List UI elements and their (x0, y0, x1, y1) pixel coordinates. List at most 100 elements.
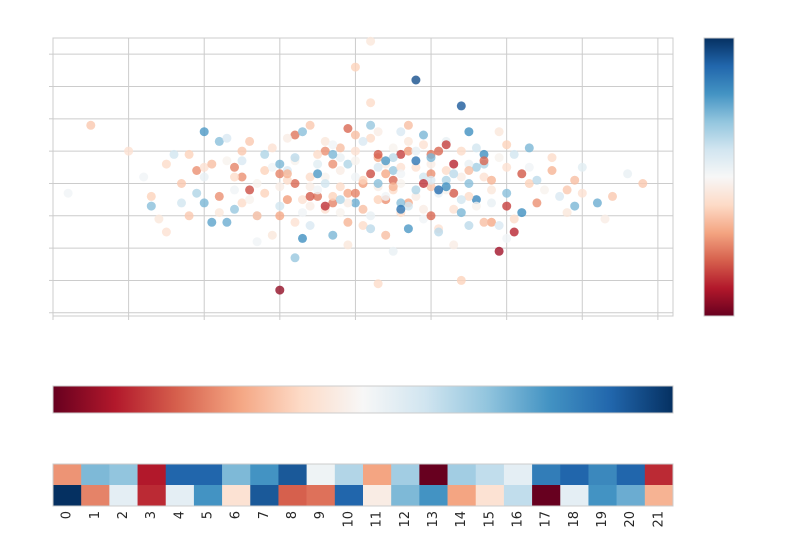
scatter-point (275, 201, 285, 211)
scatter-point (139, 172, 149, 182)
scatter-point (260, 166, 270, 175)
scatter-point (192, 188, 202, 198)
scatter-point (177, 198, 186, 208)
scatter-point (570, 201, 580, 211)
heatmap-cell (644, 464, 674, 486)
heatmap-tick-label: 20 (623, 511, 638, 528)
scatter-point (388, 166, 398, 175)
scatter-point (449, 159, 459, 169)
heatmap-cell (560, 485, 589, 507)
scatter-point (502, 188, 512, 198)
scatter-point (298, 127, 307, 137)
scatter-point (335, 143, 345, 153)
scatter-point (358, 221, 368, 230)
scatter-point (403, 146, 413, 156)
scatter-point (577, 162, 587, 172)
scatter-point (487, 185, 496, 195)
scatter-point (335, 153, 345, 163)
heatmap-tick-label: 19 (595, 511, 610, 528)
scatter-point (464, 191, 474, 201)
scatter-point (396, 204, 406, 214)
heatmap-cell (588, 464, 617, 486)
scatter-point (403, 224, 413, 234)
scatter-point (350, 198, 360, 208)
scatter-point (328, 140, 338, 150)
scatter-point (267, 162, 277, 172)
scatter-point (532, 175, 542, 185)
scatter-point (479, 217, 489, 227)
scatter-point (366, 211, 376, 221)
scatter-point (426, 159, 436, 169)
scatter-point (222, 217, 232, 227)
scatter-point (577, 188, 587, 198)
heatmap-cell (306, 485, 336, 507)
scatter-point (388, 246, 398, 256)
scatter-point (230, 162, 239, 172)
scatter-point (214, 191, 224, 201)
scatter-point (623, 169, 633, 179)
heatmap-tick-label: 3 (144, 511, 159, 519)
scatter-panel (49, 36, 674, 320)
scatter-point (524, 162, 534, 172)
scatter-point (207, 217, 217, 227)
scatter-point (199, 198, 209, 208)
scatter-point (608, 191, 617, 201)
scatter-point (403, 201, 413, 211)
scatter-point (230, 172, 239, 182)
scatter-point (305, 221, 315, 230)
scatter-point (434, 146, 444, 156)
heatmap-cell (616, 464, 646, 486)
scatter-point (479, 156, 489, 166)
scatter-point (305, 172, 315, 182)
scatter-point (411, 185, 421, 195)
scatter-point (275, 169, 285, 179)
heatmap-cell (644, 485, 674, 507)
scatter-point (328, 198, 338, 208)
scatter-point (335, 182, 345, 192)
heatmap-tick-label: 8 (285, 511, 300, 519)
heatmap-cell (503, 464, 533, 486)
scatter-point (509, 214, 519, 224)
scatter-point (275, 211, 285, 221)
scatter-point (449, 169, 459, 179)
heatmap-tick-label: 11 (370, 511, 385, 528)
scatter-point (388, 143, 398, 153)
scatter-point (86, 120, 96, 130)
heatmap-cell (250, 485, 279, 507)
scatter-point (222, 156, 232, 166)
heatmap-frame (52, 463, 674, 507)
scatter-point (252, 179, 262, 188)
scatter-point (479, 172, 489, 182)
scatter-point (471, 143, 481, 153)
scatter-point (396, 162, 406, 172)
heatmap-cell (447, 464, 477, 486)
heatmap-tick-label: 1 (88, 511, 103, 519)
scatter-point (449, 240, 459, 250)
heatmap-tick-label: 5 (201, 511, 216, 519)
heatmap-tick-label: 4 (172, 511, 187, 519)
scatter-point (366, 98, 376, 108)
scatter-point (373, 179, 383, 188)
scatter-point (403, 136, 413, 146)
scatter-point (282, 169, 292, 179)
heatmap-cell (447, 485, 477, 507)
scatter-point (199, 172, 209, 182)
heatmap-cell (363, 464, 392, 486)
horizontal-colorbar-gradient (52, 385, 674, 414)
scatter-point (426, 153, 436, 163)
scatter-point (494, 127, 504, 137)
scatter-point (184, 211, 194, 221)
heatmap-cell (475, 485, 505, 507)
scatter-point (381, 156, 391, 166)
scatter-point (373, 195, 383, 205)
heatmap-cell (109, 464, 138, 486)
scatter-point (464, 159, 474, 169)
heatmap-cell (560, 464, 589, 486)
heatmap-tick-label: 21 (651, 511, 666, 528)
scatter-point (509, 227, 519, 237)
scatter-point (456, 101, 466, 111)
scatter-point (464, 221, 474, 230)
scatter-point (471, 162, 481, 172)
heatmap-cell (419, 485, 448, 507)
